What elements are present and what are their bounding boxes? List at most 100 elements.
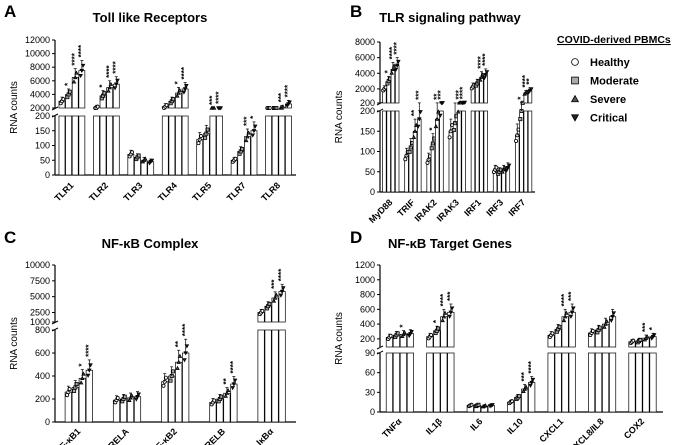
data-point [484,70,490,75]
bar [448,130,453,193]
significance-label: **** [105,64,114,77]
data-point [500,169,505,174]
data-point [391,63,397,68]
y-tick-label: 1000 [30,317,50,327]
panel-letter: A [4,2,16,21]
bar [216,115,223,176]
data-point [447,314,452,319]
data-point [415,124,421,129]
data-point [163,375,168,380]
data-point [396,59,401,64]
bar [385,352,393,413]
data-point [175,93,180,98]
significance-label: * [98,84,107,88]
significance-label: **** [521,74,530,87]
data-point [127,397,132,402]
y-tick-label: 6000 [30,76,50,86]
data-point [437,113,443,118]
bar [440,352,448,413]
x-category-label: IRF7 [506,197,527,218]
data-point [115,78,120,83]
data-point [504,168,509,173]
data-point [433,123,439,129]
y-tick-label: 150 [35,126,50,136]
bar [649,352,657,413]
bar [250,130,258,176]
y-tick-label: 6000 [355,53,375,63]
data-point [136,392,141,397]
y-tick-label: 400 [35,371,50,381]
x-category-label: RELA [106,426,131,445]
significance-label: *** [270,279,279,289]
x-category-label: IL6 [468,416,484,432]
legend-label-severe: Severe [590,94,626,106]
significance-label: **** [277,268,286,281]
bar [457,110,462,193]
data-point [568,314,574,319]
data-point [521,388,526,394]
bar [168,115,176,176]
bar [161,381,169,423]
data-point [61,97,66,102]
data-point [429,146,434,151]
bar [561,352,569,413]
data-point [399,333,405,339]
bar [99,115,107,176]
bar-upper [609,316,617,348]
bar [609,352,617,413]
bar [475,110,480,193]
x-category-label: MyD88 [367,197,395,225]
y-tick-label: 50 [365,167,375,177]
bar [58,115,66,176]
data-point [480,72,485,77]
data-point [274,292,279,297]
y-tick-label: 10000 [25,49,50,59]
data-point [393,67,399,72]
y-tick-label: 150 [360,126,375,136]
legend-marker-severe-icon [570,94,580,103]
bar [523,110,528,193]
y-tick-label: 100 [360,147,375,157]
data-point [281,286,286,291]
bar [265,115,272,176]
y-tick-label: 100 [35,141,50,151]
y-tick-label: 8000 [355,37,375,47]
data-point [168,378,173,383]
bar [175,361,183,423]
bar [452,122,458,193]
data-point [590,328,595,333]
y-tick-label: 4000 [355,68,375,78]
bar [470,110,476,193]
bar [399,352,407,413]
legend: COVID-derived PBMCs Healthy Moderate Severe… [557,34,671,125]
significance-label: *** [567,291,576,301]
significance-label: *** [208,95,217,105]
data-point [514,138,519,143]
significance-label: * [517,96,526,100]
data-point [476,402,481,407]
significance-label: **** [284,84,293,97]
bar [181,115,189,176]
panel-title: Toll like Receptors [93,10,208,25]
y-axis-label: RNA counts [334,312,345,365]
bar [515,134,520,193]
panel-title: NF-κB Complex [102,236,200,251]
data-point [85,373,91,378]
significance-label: * [648,326,657,330]
y-axis-label: RNA counts [334,91,345,144]
panel-letter: B [350,2,362,21]
y-tick-label: 200 [360,106,375,116]
bar [93,115,100,176]
y-tick-label: 10000 [25,260,50,270]
data-point [72,388,77,393]
bar [527,110,533,193]
data-point [175,365,180,370]
data-point [80,63,86,68]
bar [106,115,114,176]
bar [278,115,286,176]
bar [417,118,422,193]
data-point [602,324,607,329]
bar [430,143,436,193]
panel-title: NF-κB Target Genes [388,236,512,251]
